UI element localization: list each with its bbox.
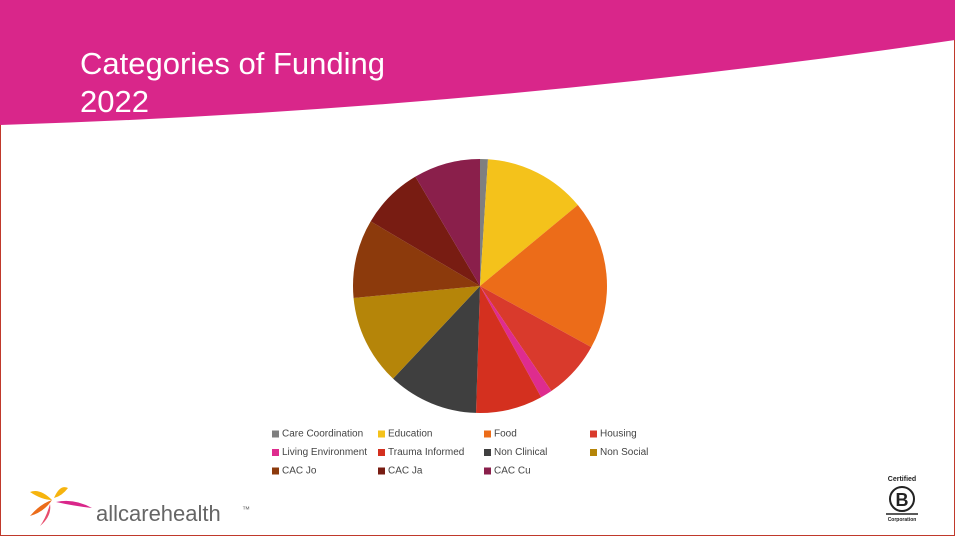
badge-circle	[889, 486, 915, 512]
legend-label: Housing	[600, 429, 637, 440]
badge-bottom: Corporation	[888, 517, 917, 523]
pie-slice	[393, 286, 480, 413]
legend-swatch	[272, 467, 279, 475]
header-band	[0, 0, 955, 125]
legend-swatch	[484, 430, 491, 438]
pie-slice	[480, 205, 608, 348]
legend: Care Coordination Education Food Housing Liv…	[272, 429, 648, 477]
legend-swatch	[484, 467, 491, 475]
legend-label: Education	[388, 429, 432, 440]
legend-label: CAC Cu	[494, 466, 531, 477]
legend-swatch	[378, 467, 385, 475]
legend-label: CAC Ja	[388, 466, 423, 477]
chart-title: Categories of Funding	[80, 46, 385, 81]
logo: allcarehealth ™	[30, 487, 250, 526]
pie-slice	[476, 286, 542, 413]
pie-slice	[353, 221, 480, 298]
logo-petal	[56, 500, 92, 508]
badge-top: Certified	[888, 476, 916, 483]
legend-swatch	[272, 449, 279, 456]
logo-petal	[40, 504, 51, 526]
pie-slice	[415, 159, 480, 286]
legend-label: CAC Jo	[282, 466, 317, 477]
pie-slice	[353, 286, 480, 379]
pie-slice	[370, 176, 480, 286]
logo-text: allcarehealth	[96, 501, 221, 526]
legend-label: Non Social	[600, 447, 648, 458]
pie-slice	[480, 159, 578, 286]
legend-label: Trauma Informed	[388, 447, 464, 458]
logo-petal	[30, 500, 52, 516]
badge-letter: B	[896, 490, 909, 510]
legend-swatch	[484, 449, 491, 456]
logo-petal	[30, 491, 52, 500]
logo-petal	[54, 487, 68, 498]
b-corp-badge: Certified B Corporation	[886, 476, 918, 523]
legend-swatch	[590, 430, 597, 438]
legend-swatch	[378, 449, 385, 456]
legend-label: Living Environment	[282, 447, 367, 458]
pie	[353, 159, 608, 413]
pie-slice	[480, 286, 552, 398]
legend-swatch	[272, 430, 279, 438]
pie-slice	[480, 286, 592, 392]
legend-swatch	[590, 449, 597, 456]
chart-subtitle: 2022	[80, 84, 149, 119]
logo-trademark: ™	[242, 505, 250, 514]
pie-slice	[480, 159, 488, 286]
legend-swatch	[378, 430, 385, 438]
legend-label: Care Coordination	[282, 429, 363, 440]
legend-label: Food	[494, 429, 517, 440]
legend-label: Non Clinical	[494, 447, 547, 458]
